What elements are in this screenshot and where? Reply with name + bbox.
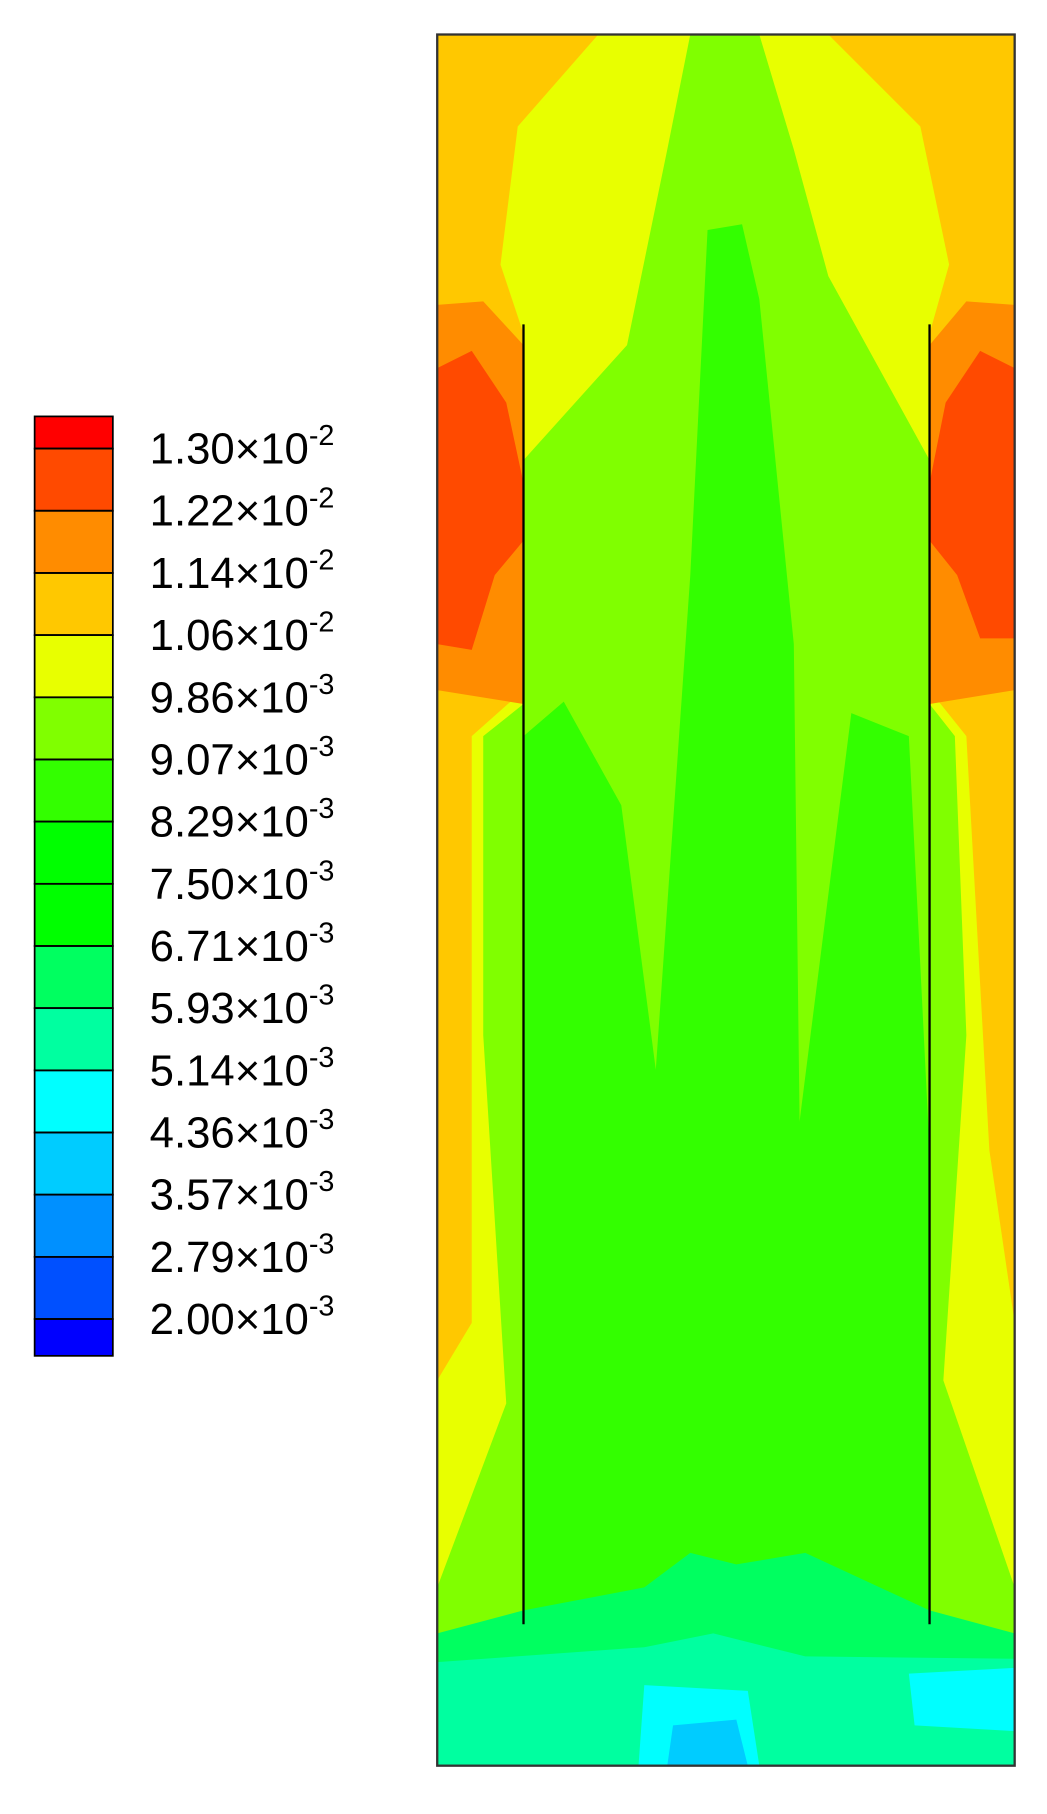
legend-label-exponent: -3 [309,1104,335,1136]
legend-label-exponent: -3 [309,669,335,701]
field-region [929,350,1015,639]
field-region [437,350,524,650]
legend-label-exponent: -3 [309,731,335,763]
legend-label-exponent: -2 [309,545,335,577]
legend-label: 5.93×10-3 [150,980,335,1033]
legend-swatch [33,696,114,761]
legend-swatch [33,882,114,947]
legend-label-mantissa: 1.14×10 [150,549,309,598]
legend-swatch [33,1007,114,1072]
legend-label: 1.30×10-2 [150,420,335,473]
legend-swatch [33,572,114,636]
legend-label-exponent: -3 [309,793,335,825]
legend-label-exponent: -2 [309,607,335,639]
legend-label-mantissa: 2.79×10 [150,1233,309,1282]
legend-label-exponent: -2 [309,420,335,452]
legend-label: 7.50×10-3 [150,855,335,908]
legend-label-mantissa: 1.22×10 [150,487,309,536]
legend-label: 1.14×10-2 [150,545,335,598]
legend-label-mantissa: 3.57×10 [150,1171,309,1220]
legend-label-mantissa: 9.07×10 [150,735,309,784]
legend-label: 1.06×10-2 [150,607,335,660]
legend-label-exponent: -3 [309,918,335,950]
legend-label: 2.00×10-3 [150,1291,335,1344]
legend-label-exponent: -3 [309,1291,335,1323]
legend-label-exponent: -2 [309,482,335,514]
legend-label-exponent: -3 [309,980,335,1012]
legend-label: 6.71×10-3 [150,918,335,971]
legend-label-mantissa: 5.14×10 [150,1046,309,1095]
legend-swatch [33,820,114,885]
legend-label: 9.86×10-3 [150,669,335,722]
legend-label-mantissa: 7.50×10 [150,860,309,909]
legend-label-mantissa: 8.29×10 [150,798,309,847]
plot-frame [436,33,1016,1767]
legend-label: 5.14×10-3 [150,1042,335,1095]
legend-label-mantissa: 1.30×10 [150,425,309,474]
legend-label-mantissa: 4.36×10 [150,1108,309,1157]
legend-swatch [33,634,114,699]
legend-swatch [33,1255,114,1320]
legend-swatch [33,415,114,450]
legend-label-mantissa: 2.00×10 [150,1295,309,1344]
legend-swatch [33,509,114,574]
legend-swatch [33,758,114,823]
legend-label: 4.36×10-3 [150,1104,335,1157]
legend-label-mantissa: 6.71×10 [150,922,309,971]
legend-label-mantissa: 9.86×10 [150,673,309,722]
legend-label-exponent: -3 [309,1166,335,1198]
field-region [667,1719,748,1766]
legend-label-exponent: -3 [309,1228,335,1260]
legend-label-mantissa: 1.06×10 [150,611,309,660]
legend-label-exponent: -3 [309,855,335,887]
contour-field [436,33,1016,1767]
legend-label-mantissa: 5.93×10 [150,984,309,1033]
legend-label: 9.07×10-3 [150,731,335,784]
legend-swatch [33,447,114,512]
legend: 1.30×10-21.22×10-21.14×10-21.06×10-29.86… [33,415,335,1357]
field-region [908,1667,1015,1732]
legend-swatch [33,1131,114,1196]
legend-label: 1.22×10-2 [150,482,335,535]
legend-swatch [33,1069,114,1134]
legend-swatch [33,945,114,1010]
legend-label-exponent: -3 [309,1042,335,1074]
legend-swatch [33,1318,114,1357]
legend-label: 2.79×10-3 [150,1228,335,1281]
legend-swatch [33,1193,114,1258]
legend-label: 8.29×10-3 [150,793,335,846]
field-region [523,224,930,1622]
legend-label: 3.57×10-3 [150,1166,335,1219]
